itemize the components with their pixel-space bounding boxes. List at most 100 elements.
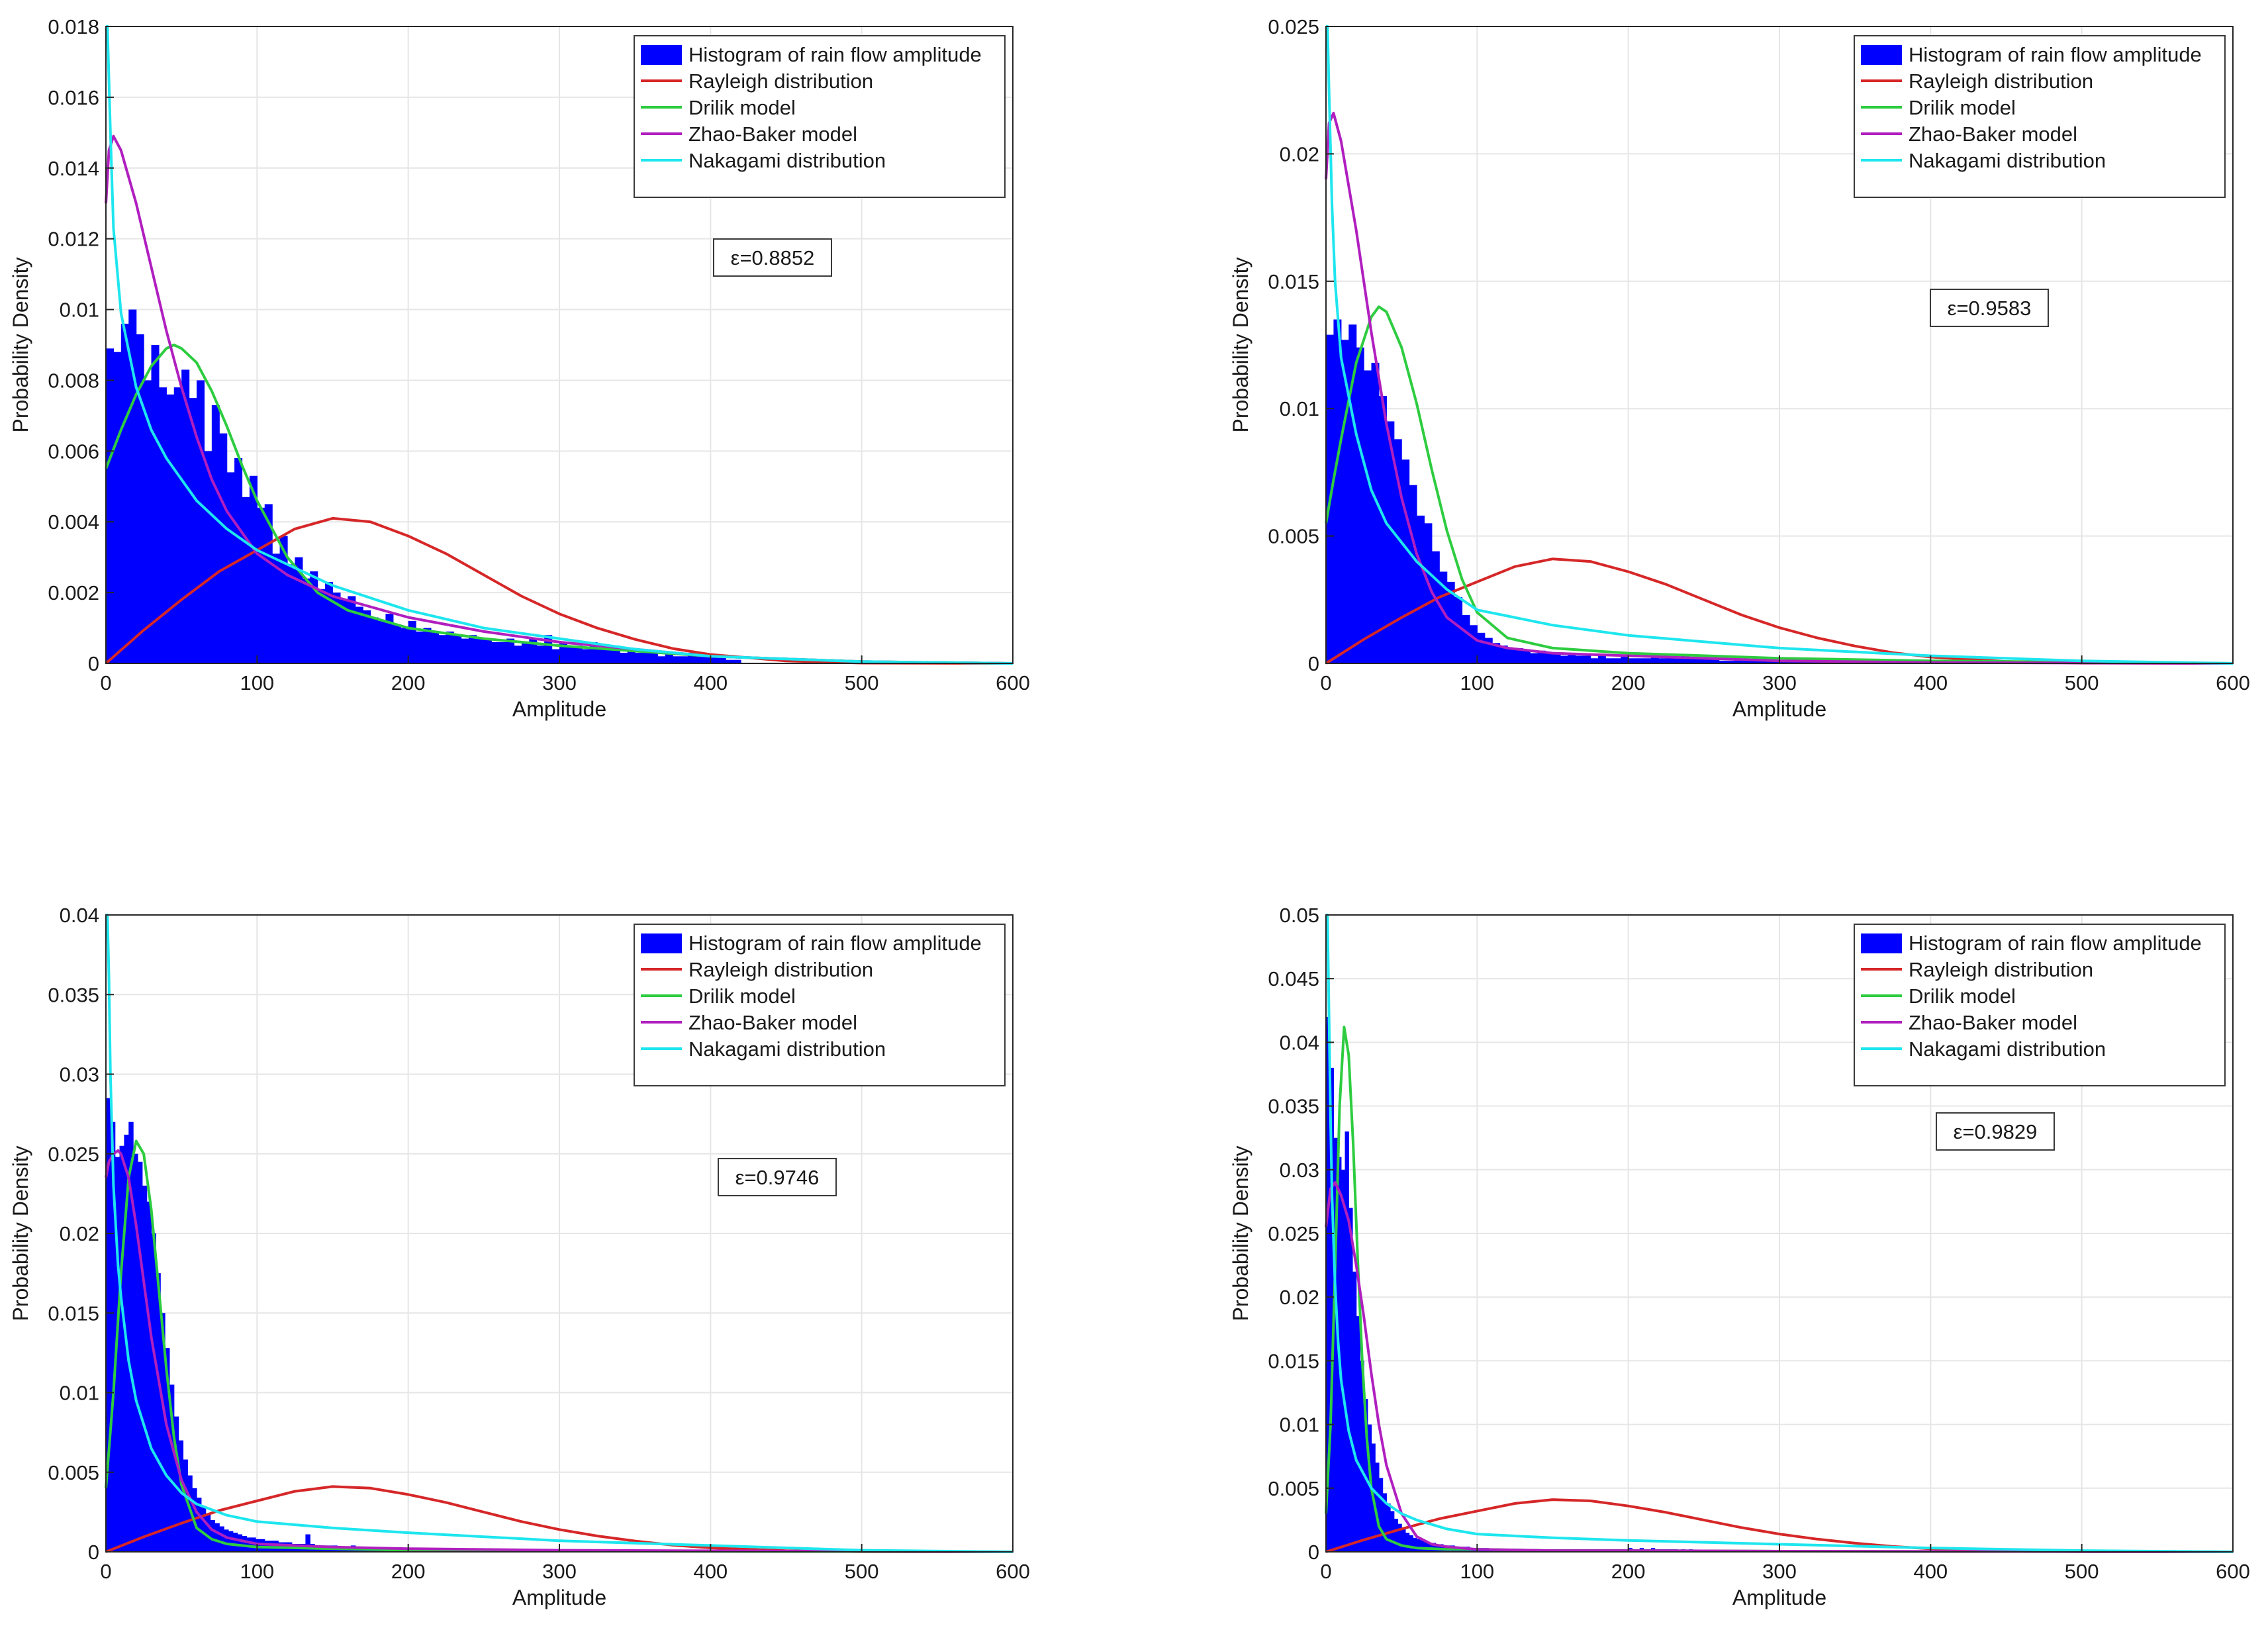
histogram-bar xyxy=(115,1157,120,1552)
y-tick-label: 0.008 xyxy=(48,369,99,392)
y-tick-label: 0.035 xyxy=(48,983,99,1006)
histogram-bar xyxy=(673,656,681,663)
histogram-bar xyxy=(1666,658,1674,663)
histogram-bar xyxy=(1345,1131,1349,1552)
histogram-bar xyxy=(211,405,220,663)
histogram-bar xyxy=(246,1537,252,1552)
histogram-bar xyxy=(416,631,424,663)
x-tick-label: 300 xyxy=(542,671,577,694)
histogram-bar xyxy=(363,610,371,663)
histogram-bar xyxy=(169,1384,175,1552)
x-tick-label: 200 xyxy=(1611,671,1646,694)
x-tick-label: 300 xyxy=(1762,1560,1797,1583)
histogram-bar xyxy=(151,1233,156,1552)
histogram-bar xyxy=(1621,655,1629,663)
histogram-bar xyxy=(627,649,636,663)
histogram-bar xyxy=(551,649,560,663)
epsilon-annotation: ε=0.9829 xyxy=(1954,1120,2038,1143)
y-axis-title: Probability Density xyxy=(9,258,32,433)
y-tick-label: 0.005 xyxy=(1268,1477,1319,1500)
histogram-bar xyxy=(1681,655,1689,663)
chart-panel-eps-0.9583: 0 100 200 300 400 500 600 0 0.005 0.01 0.015 0.02 0.… xyxy=(1134,0,2268,813)
histogram-bar xyxy=(106,348,115,663)
y-tick-label: 0.004 xyxy=(48,510,99,534)
legend-drilik: Drilik model xyxy=(1909,96,2016,119)
legend-nakagami: Nakagami distribution xyxy=(688,149,886,172)
histogram-bar xyxy=(695,656,704,663)
histogram-bar xyxy=(1772,661,1780,663)
histogram-bars xyxy=(106,1098,469,1552)
histogram-bar xyxy=(1378,395,1387,663)
x-tick-label: 400 xyxy=(693,1560,728,1583)
histogram-bar xyxy=(620,652,628,663)
y-tick-label: 0 xyxy=(88,652,99,675)
legend-nakagami: Nakagami distribution xyxy=(1909,1037,2106,1061)
histogram-bar xyxy=(476,638,485,663)
y-tick-label: 0 xyxy=(88,1541,99,1564)
histogram-bar xyxy=(189,398,197,663)
y-axis-title: Probability Density xyxy=(9,1146,32,1321)
histogram-bar xyxy=(173,1416,179,1552)
histogram-bar xyxy=(1341,1169,1346,1552)
histogram-bar xyxy=(210,1519,215,1552)
histogram-bar xyxy=(128,1122,134,1552)
epsilon-annotation-box xyxy=(1930,289,2049,327)
histogram-bar xyxy=(710,656,719,663)
histogram-bar xyxy=(423,628,432,663)
legend-histogram: Histogram of rain flow amplitude xyxy=(1909,43,2202,66)
zhao-baker-curve xyxy=(1325,1181,2234,1553)
histogram-bar xyxy=(1386,421,1395,663)
histogram-bar xyxy=(1409,485,1417,663)
histogram-bar xyxy=(256,1539,261,1552)
legend-box xyxy=(634,924,1006,1086)
histogram-bar xyxy=(430,631,439,663)
y-tick-label: 0.006 xyxy=(48,440,99,463)
histogram-bar xyxy=(204,451,213,663)
histogram-bar xyxy=(1726,661,1735,663)
histogram-bar xyxy=(1734,658,1742,663)
histogram-bar xyxy=(1356,347,1364,663)
x-tick-label: 500 xyxy=(845,1560,879,1583)
histogram-bar xyxy=(219,433,228,663)
histogram-bar xyxy=(219,1526,224,1552)
rayleigh-curve xyxy=(105,1485,1014,1553)
y-tick-label: 0.015 xyxy=(1268,1349,1319,1372)
histogram-bar xyxy=(1401,1529,1406,1552)
legend-swatch-histogram xyxy=(1861,933,1902,953)
histogram-bar xyxy=(726,659,734,663)
y-tick-label: 0.005 xyxy=(1268,525,1319,548)
histogram-bar xyxy=(1741,661,1750,663)
histogram-bar xyxy=(178,1440,184,1552)
histogram-bar xyxy=(242,1535,247,1552)
y-tick-label: 0.03 xyxy=(1280,1159,1319,1182)
legend-histogram: Histogram of rain flow amplitude xyxy=(688,43,982,66)
x-tick-label: 100 xyxy=(1460,671,1494,694)
histogram-bar xyxy=(1409,1535,1413,1552)
histogram-bar xyxy=(1424,523,1433,663)
x-tick-label: 0 xyxy=(1320,1560,1331,1583)
histogram-bar xyxy=(1658,658,1667,663)
histogram-bar xyxy=(310,571,318,663)
histogram-bar xyxy=(1364,370,1372,663)
legend-nakagami: Nakagami distribution xyxy=(1909,149,2106,172)
histogram-bar xyxy=(438,635,447,663)
legend-box xyxy=(634,35,1006,198)
y-tick-label: 0.04 xyxy=(60,904,99,927)
rayleigh-curve xyxy=(105,516,1014,665)
y-tick-label: 0.04 xyxy=(1280,1031,1319,1054)
histogram-bar xyxy=(446,631,454,663)
histogram-bar xyxy=(1552,653,1561,663)
histogram-bar xyxy=(733,659,741,663)
histogram-bar xyxy=(156,1273,161,1552)
chart-svg: 0 100 200 300 400 500 600 0 0.005 0.01 0.015 0.02 0.… xyxy=(1229,15,2250,721)
y-tick-label: 0.015 xyxy=(1268,270,1319,293)
chart-panel-eps-0.8852: 0 100 200 300 400 500 600 0 0.002 0.004 0.006 0.008… xyxy=(0,0,1134,813)
histogram-bar xyxy=(1333,319,1342,663)
x-tick-label: 600 xyxy=(996,1560,1030,1583)
histogram-bar xyxy=(260,1539,265,1552)
histogram-bar xyxy=(1613,658,1621,663)
x-tick-label: 100 xyxy=(240,1560,274,1583)
y-tick-label: 0.045 xyxy=(1268,967,1319,990)
histogram-bar xyxy=(1643,658,1652,663)
histogram-bar xyxy=(305,1534,310,1552)
